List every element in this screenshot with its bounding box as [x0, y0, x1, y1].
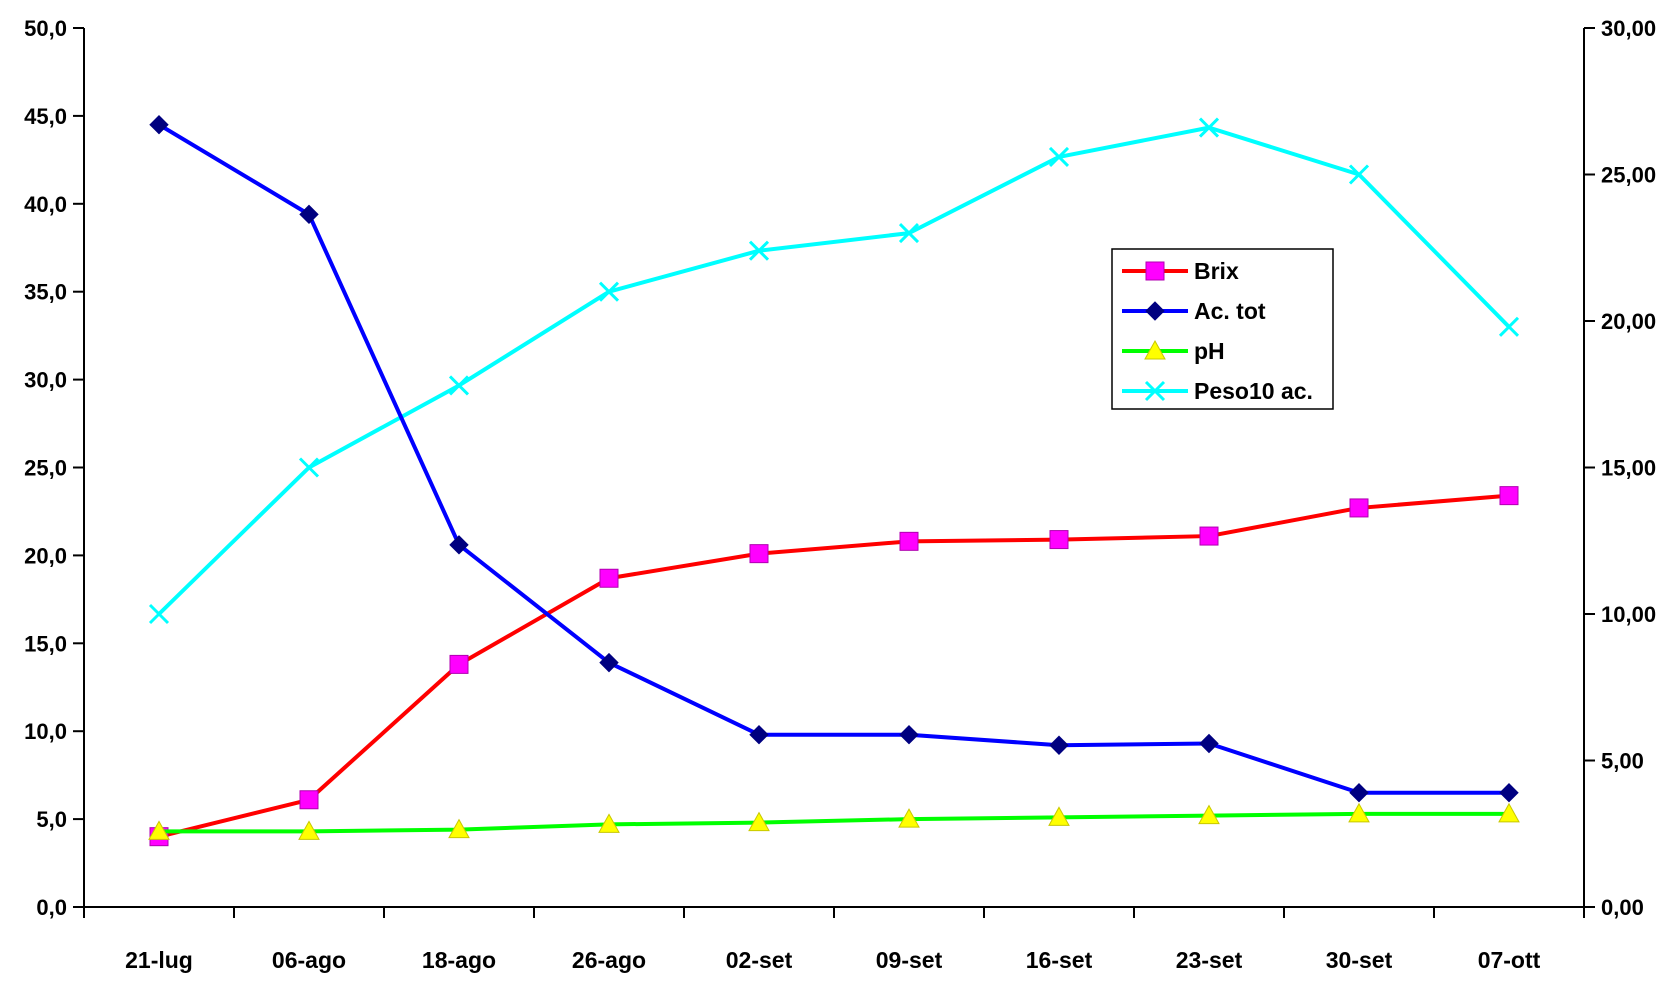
data-point — [899, 725, 919, 745]
axes: 0,0 5,0 10,0 15,0 20,0 25,0 30,0 35,0 40,0 45,0 50… — [24, 16, 1656, 973]
legend-marker — [1145, 261, 1165, 281]
data-point — [1349, 498, 1369, 518]
data-point — [1348, 164, 1370, 185]
data-point — [148, 603, 170, 625]
data-point — [149, 114, 169, 135]
data-point — [748, 240, 770, 261]
data-point — [598, 813, 620, 833]
data-point — [1198, 117, 1220, 138]
x-tick-label: 26-ago — [572, 947, 646, 973]
data-point — [1498, 802, 1520, 823]
y-right-tick-label: 25,00 — [1601, 163, 1656, 188]
series-line — [159, 811, 1509, 834]
y-right-tick-label: 0,00 — [1601, 895, 1644, 920]
data-point — [1048, 806, 1070, 826]
data-point — [898, 808, 920, 828]
series-line — [158, 493, 1510, 839]
data-point — [449, 535, 469, 555]
data-point — [148, 820, 170, 840]
y-right-tick-label: 5,00 — [1601, 749, 1644, 774]
y-left-tick-label: 25,0 — [24, 456, 67, 481]
y-left-tick-label: 10,0 — [24, 719, 67, 744]
y-left-tick-label: 5,0 — [36, 807, 67, 832]
data-point — [1048, 146, 1070, 167]
legend-marker — [1145, 301, 1165, 321]
x-tick-label: 23-set — [1176, 947, 1243, 973]
legend-label: Brix — [1194, 258, 1239, 284]
data-point — [749, 725, 769, 745]
data-point — [449, 654, 469, 674]
y-left-tick-label: 50,0 — [24, 16, 67, 41]
data-point — [898, 223, 920, 244]
x-tick-label: 02-set — [726, 947, 793, 973]
x-tick-label: 16-set — [1026, 947, 1093, 973]
data-point — [1198, 804, 1220, 825]
data-point — [1199, 526, 1219, 546]
data-point — [598, 281, 620, 302]
x-tick-label: 09-set — [876, 947, 943, 973]
legend-label: Peso10 ac. — [1194, 378, 1313, 404]
x-tick-label: 07-ott — [1478, 947, 1541, 973]
data-point — [298, 820, 320, 840]
data-point — [749, 544, 769, 564]
legend-marker — [1144, 339, 1166, 360]
series-brix — [149, 486, 1519, 847]
series-line — [157, 125, 1511, 616]
data-point — [899, 531, 919, 551]
data-point — [1199, 733, 1219, 754]
data-point — [298, 457, 320, 478]
legend-item: pH — [1122, 338, 1225, 364]
x-tick-label: 30-set — [1326, 947, 1393, 973]
y-left-tick-label: 20,0 — [24, 543, 67, 568]
x-tick-label: 06-ago — [272, 947, 346, 973]
series-peso10-ac — [148, 117, 1520, 625]
data-point — [748, 811, 770, 832]
data-point — [1049, 735, 1069, 755]
legend: Brix Ac. tot pH Peso10 ac. — [1111, 248, 1334, 410]
y-right-tick-label: 20,00 — [1601, 309, 1656, 334]
y-left-tick-label: 40,0 — [24, 192, 67, 217]
data-point — [1499, 486, 1519, 506]
legend-marker — [1144, 380, 1166, 402]
y-right-tick-label: 30,00 — [1601, 16, 1656, 41]
data-point — [1499, 783, 1519, 803]
series-ac-tot — [149, 114, 1519, 803]
x-tick-label: 21-lug — [125, 947, 193, 973]
legend-label: pH — [1194, 338, 1225, 364]
y-left-tick-label: 30,0 — [24, 368, 67, 393]
y-right-tick-label: 15,00 — [1601, 456, 1656, 481]
x-tick-label: 18-ago — [422, 947, 496, 973]
data-point — [1348, 802, 1370, 823]
series-ph — [148, 802, 1520, 840]
series — [148, 114, 1520, 847]
data-point — [1049, 530, 1069, 550]
legend-item: Ac. tot — [1122, 298, 1266, 324]
y-left-tick-label: 15,0 — [24, 631, 67, 656]
legend-item: Brix — [1122, 258, 1239, 284]
legend-label: Ac. tot — [1194, 298, 1266, 324]
series-line — [157, 122, 1509, 795]
data-point — [299, 204, 319, 225]
data-point — [448, 375, 470, 396]
data-point — [299, 790, 319, 810]
data-point — [599, 652, 619, 673]
data-point — [599, 568, 619, 588]
y-left-tick-label: 35,0 — [24, 280, 67, 305]
data-point — [448, 818, 470, 839]
data-point — [1498, 316, 1520, 337]
y-left-tick-label: 45,0 — [24, 104, 67, 129]
y-left-tick-label: 0,0 — [36, 895, 67, 920]
data-point — [1349, 783, 1369, 803]
y-right-tick-label: 10,00 — [1601, 602, 1656, 627]
legend-item: Peso10 ac. — [1122, 378, 1313, 404]
